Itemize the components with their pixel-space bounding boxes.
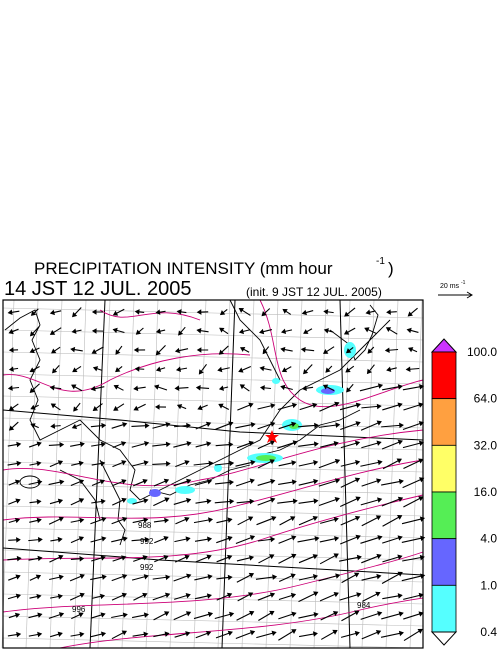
colorbar-segment xyxy=(432,399,456,446)
colorbar-label: 0.4 xyxy=(480,625,497,639)
isobar-label: 988 xyxy=(138,521,152,530)
colorbar-segment xyxy=(432,585,456,632)
colorbar-label: 16.0 xyxy=(474,485,498,499)
colorbar-segment xyxy=(432,352,456,399)
title: PRECIPITATION INTENSITY (mm hour xyxy=(34,259,333,278)
colorbar-segment xyxy=(432,492,456,539)
colorbar-over xyxy=(432,339,456,352)
colorbar-label: 4.0 xyxy=(480,532,497,546)
colorbar-segment xyxy=(432,445,456,492)
title-close: ) xyxy=(388,259,394,278)
colorbar-segment xyxy=(432,539,456,586)
valid-time: 14 JST 12 JUL. 2005 xyxy=(4,278,192,300)
init-time: (init. 9 JST 12 JUL. 2005) xyxy=(246,285,382,299)
map: 988 992 992 996 984 xyxy=(2,300,424,648)
isobar-label: 992 xyxy=(140,563,154,572)
colorbar-label: 32.0 xyxy=(474,438,498,452)
scale-label: 20 ms xyxy=(440,283,460,290)
isobar-label: 984 xyxy=(357,601,371,610)
colorbar-label: 1.0 xyxy=(480,578,497,592)
scale-exponent: -1 xyxy=(461,280,466,286)
isobar-label: 992 xyxy=(140,537,154,546)
title-exponent: -1 xyxy=(376,256,385,267)
colorbar-label: 100.0 xyxy=(467,345,497,359)
colorbar: 100.0 64.0 32.0 16.0 4.0 1.0 0.4 xyxy=(432,339,497,645)
colorbar-label: 64.0 xyxy=(474,392,498,406)
isobar-label: 996 xyxy=(72,605,86,614)
scale-arrow xyxy=(438,292,472,298)
colorbar-under xyxy=(432,632,456,645)
